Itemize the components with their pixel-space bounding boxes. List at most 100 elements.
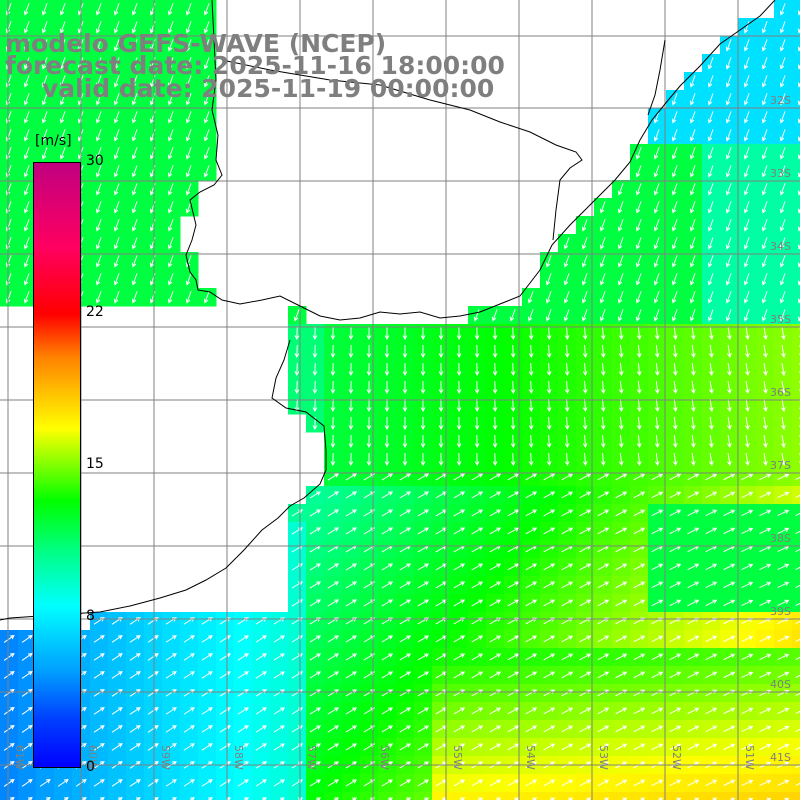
wind-arrow	[727, 326, 732, 340]
wind-arrow	[201, 635, 213, 643]
wind-arrow	[725, 57, 732, 70]
wind-arrow	[727, 362, 732, 376]
wind-arrow	[167, 273, 174, 286]
wind-arrow	[438, 416, 444, 431]
wind-arrow	[528, 380, 534, 395]
wind-arrow	[705, 581, 718, 589]
wind-arrow	[489, 527, 502, 535]
wind-cell	[450, 792, 469, 800]
wind-arrow	[23, 111, 30, 124]
wind-cell	[558, 792, 577, 800]
wind-arrow	[779, 219, 786, 232]
wind-arrow	[3, 652, 15, 661]
wind-arrow	[564, 362, 570, 377]
wind-arrow	[543, 527, 556, 535]
wind-arrow	[761, 93, 768, 106]
wind-arrow	[564, 380, 570, 395]
wind-arrow	[705, 707, 718, 715]
wind-arrow	[671, 309, 678, 322]
wind-arrow	[633, 473, 646, 481]
wind-arrow	[366, 380, 372, 395]
wind-arrow	[453, 743, 466, 751]
wind-arrow	[723, 527, 736, 535]
wind-arrow	[309, 779, 322, 787]
wind-arrow	[543, 671, 556, 679]
wind-arrow	[561, 635, 574, 643]
wind-arrow	[510, 452, 516, 467]
wind-arrow	[294, 326, 300, 341]
wind-cell	[324, 792, 343, 800]
wind-arrow	[474, 362, 480, 377]
wind-arrow	[474, 434, 480, 449]
wind-arrow	[543, 779, 556, 787]
wind-arrow	[777, 473, 790, 481]
wind-arrow	[207, 797, 213, 800]
wind-arrow	[381, 473, 394, 481]
colorbar-tick-label: 30	[86, 153, 104, 169]
wind-arrow	[543, 581, 556, 589]
wind-arrow	[635, 255, 642, 268]
wind-arrow	[743, 183, 750, 196]
wind-arrow	[741, 671, 754, 679]
wind-arrow	[561, 473, 574, 481]
wind-arrow	[561, 599, 574, 607]
wind-arrow	[381, 707, 394, 715]
wind-arrow	[741, 653, 754, 661]
wind-arrow	[723, 743, 736, 751]
wind-cell	[576, 792, 595, 800]
coastline	[185, 0, 776, 321]
wind-arrow	[41, 39, 48, 52]
wind-cell	[792, 414, 800, 433]
wind-arrow	[474, 326, 480, 341]
wind-arrow	[687, 599, 700, 607]
wind-arrow	[345, 725, 358, 733]
wind-arrow	[759, 671, 772, 679]
wind-arrow	[615, 671, 628, 679]
wind-arrow	[237, 725, 249, 733]
wind-arrow	[671, 201, 678, 214]
wind-arrow	[759, 653, 772, 661]
wind-arrow	[725, 291, 732, 304]
wind-arrow	[582, 452, 588, 467]
wind-arrow	[741, 527, 754, 535]
wind-arrow	[761, 237, 768, 250]
wind-arrow	[492, 398, 498, 413]
wind-arrow	[564, 434, 570, 449]
wind-arrow	[687, 743, 700, 751]
latitude-label: 39S	[770, 605, 791, 618]
wind-arrow	[261, 797, 267, 800]
longitude-label: 51W	[743, 745, 756, 770]
wind-arrow	[399, 635, 412, 643]
wind-arrow	[237, 671, 249, 679]
wind-cell	[486, 792, 505, 800]
wind-arrow	[669, 689, 682, 697]
wind-arrow	[203, 111, 210, 124]
wind-arrow	[597, 581, 610, 589]
wind-arrow	[761, 129, 768, 142]
wind-arrow	[582, 380, 588, 395]
wind-arrow	[528, 344, 534, 359]
wind-arrow	[779, 57, 786, 70]
wind-cell	[198, 792, 217, 800]
latitude-label: 36S	[770, 386, 791, 399]
wind-arrow	[636, 326, 642, 341]
wind-arrow	[309, 581, 322, 589]
wind-arrow	[709, 416, 714, 430]
wind-arrow	[327, 671, 340, 679]
wind-arrow	[167, 147, 174, 160]
wind-arrow	[779, 111, 786, 124]
wind-arrow	[113, 201, 120, 214]
wind-cell	[792, 18, 800, 37]
wind-arrow	[312, 398, 318, 413]
wind-arrow	[777, 581, 790, 589]
wind-arrow	[600, 452, 606, 467]
wind-arrow	[675, 797, 682, 800]
wind-arrow	[759, 743, 772, 751]
wind-arrow	[489, 635, 502, 643]
wind-arrow	[456, 326, 462, 341]
wind-arrow	[669, 779, 682, 787]
wind-arrow	[707, 273, 714, 286]
wind-arrow	[546, 434, 552, 449]
wind-arrow	[366, 416, 372, 431]
wind-arrow	[201, 653, 213, 661]
